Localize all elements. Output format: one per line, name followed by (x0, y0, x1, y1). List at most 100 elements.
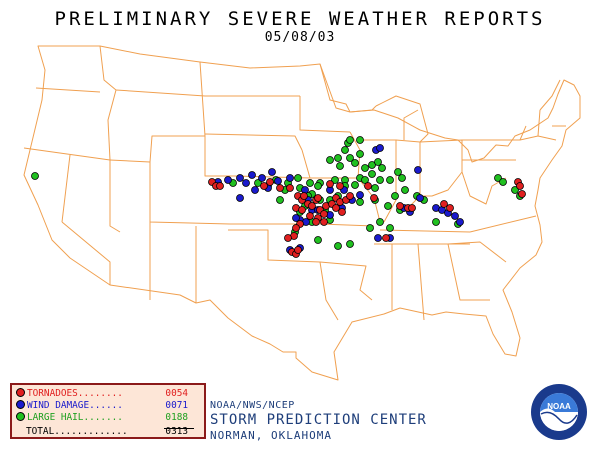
wind-report-marker (274, 177, 282, 185)
tornado-report-marker (266, 178, 274, 186)
legend-total-count: 0313 (165, 426, 188, 437)
legend-hail-count: 0188 (165, 412, 188, 423)
hail-report-marker (314, 182, 322, 190)
hail-report-marker (336, 162, 344, 170)
hail-dot-icon (16, 412, 25, 421)
line-mt-wy (115, 89, 206, 97)
line-ga (447, 243, 490, 301)
wind-report-marker (236, 194, 244, 202)
report-legend: TORNADOES........ 0054 WIND DAMAGE...... 0… (10, 383, 206, 439)
hail-report-marker (391, 192, 399, 200)
us-outline (23, 45, 581, 381)
wind-damage-reports (214, 144, 464, 254)
tornado-report-marker (370, 194, 378, 202)
total-rule (164, 428, 194, 429)
hail-report-marker (361, 176, 369, 184)
tornado-report-marker (326, 180, 334, 188)
hail-report-marker (366, 224, 374, 232)
wind-report-marker (242, 179, 250, 187)
line-michigan (375, 95, 429, 143)
tornado-report-marker (516, 182, 524, 190)
line-ok-tx (228, 229, 321, 263)
line-nv-ca (61, 221, 111, 285)
tornado-dot-icon (16, 388, 25, 397)
legend-total-label: TOTAL............. (26, 426, 128, 437)
line-sd-ne (204, 133, 303, 151)
map-title: PRELIMINARY SEVERE WEATHER REPORTS (54, 8, 546, 30)
line-ar-la (319, 261, 373, 301)
hail-report-marker (31, 172, 39, 180)
legend-wind-label: WIND DAMAGE...... (27, 400, 123, 411)
hail-report-marker (394, 168, 402, 176)
tornado-report-marker (260, 182, 268, 190)
legend-tornadoes-count: 0054 (165, 388, 188, 399)
line-nv-ut (61, 154, 71, 223)
line-pa-ny (462, 125, 527, 141)
hail-report-marker (306, 179, 314, 187)
tornado-report-marker (284, 234, 292, 242)
legend-hail-label: LARGE HAIL....... (27, 412, 123, 423)
wind-report-marker (258, 174, 266, 182)
wind-report-marker (374, 234, 382, 242)
hail-report-marker (374, 158, 382, 166)
hail-report-marker (494, 174, 502, 182)
wind-report-marker (356, 191, 364, 199)
wind-report-marker (376, 144, 384, 152)
tornado-report-marker (346, 192, 354, 200)
tornado-report-marker (286, 184, 294, 192)
hail-report-marker (371, 184, 379, 192)
tornado-report-marker (276, 184, 284, 192)
hail-report-marker (314, 236, 322, 244)
credit-agency: NOAA/NWS/NCEP (210, 400, 295, 411)
legend-tornadoes-label: TORNADOES........ (27, 388, 123, 399)
tornado-report-marker (446, 204, 454, 212)
line-mn-ia (299, 96, 351, 133)
hail-report-marker (346, 136, 354, 144)
hail-report-marker (368, 161, 376, 169)
legend-wind: WIND DAMAGE...... 0071 (16, 400, 200, 412)
hail-report-marker (254, 179, 262, 187)
tornado-report-marker (298, 206, 306, 214)
hail-report-marker (386, 224, 394, 232)
wind-dot-icon (16, 400, 25, 409)
legend-hail: LARGE HAIL....... 0188 (16, 412, 200, 424)
line-ut-co (149, 162, 231, 225)
tornado-report-marker (338, 208, 346, 216)
noaa-logo-text: NOAA (547, 402, 571, 411)
wind-report-marker (292, 214, 300, 222)
legend-wind-count: 0071 (165, 400, 188, 411)
hail-report-marker (376, 218, 384, 226)
wind-report-marker (286, 174, 294, 182)
hail-report-marker (341, 146, 349, 154)
hail-report-marker (386, 176, 394, 184)
tornado-report-marker (320, 210, 328, 218)
line-ky-tn (379, 229, 471, 233)
tornado-reports (208, 178, 526, 258)
noaa-logo: NOAA (531, 384, 587, 440)
hail-report-marker (326, 156, 334, 164)
hail-report-marker (276, 196, 284, 204)
wind-report-marker (416, 194, 424, 202)
tornado-report-marker (216, 182, 224, 190)
wind-report-marker (456, 218, 464, 226)
wind-report-marker (224, 176, 232, 184)
line-ms-al (391, 243, 425, 321)
tornado-report-marker (408, 204, 416, 212)
line-or-ca (23, 147, 111, 161)
hail-report-marker (398, 174, 406, 182)
wind-report-marker (236, 174, 244, 182)
tornado-report-marker (332, 204, 340, 212)
credit-center: STORM PREDICTION CENTER (210, 412, 427, 428)
hail-report-marker (351, 181, 359, 189)
hail-report-marker (499, 178, 507, 186)
hail-reports (31, 136, 524, 250)
wind-report-marker (414, 166, 422, 174)
hail-report-marker (356, 150, 364, 158)
wind-report-marker (248, 171, 256, 179)
line-co-east (204, 136, 235, 177)
hail-report-marker (432, 218, 440, 226)
tornado-report-marker (440, 200, 448, 208)
state-boundaries (23, 45, 581, 381)
